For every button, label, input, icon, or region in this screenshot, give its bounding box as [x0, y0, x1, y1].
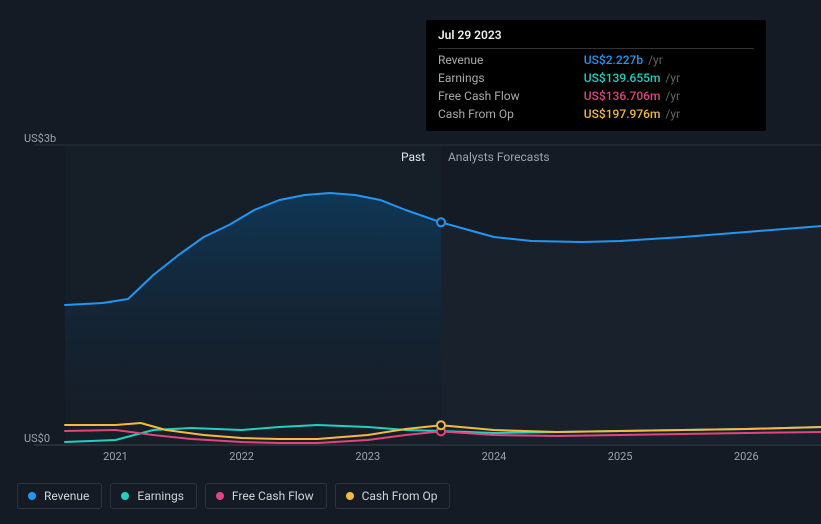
past-section-label: Past [401, 150, 425, 164]
tooltip-row-value: US$197.976m /yr [584, 105, 754, 123]
x-axis-label: 2023 [355, 450, 380, 463]
tooltip-row-label: Earnings [438, 69, 584, 87]
x-axis-label: 2024 [482, 450, 507, 463]
tooltip-row-value: US$136.706m /yr [584, 87, 754, 105]
tooltip-row: RevenueUS$2.227b /yr [438, 51, 754, 69]
legend-dot-icon [346, 492, 354, 500]
tooltip-row-label: Free Cash Flow [438, 87, 584, 105]
tooltip-row-label: Cash From Op [438, 105, 584, 123]
legend-item-fcf[interactable]: Free Cash Flow [205, 483, 327, 509]
chart-tooltip: Jul 29 2023 RevenueUS$2.227b /yrEarnings… [426, 20, 766, 131]
legend-item-earnings[interactable]: Earnings [110, 483, 197, 509]
legend-label: Free Cash Flow [232, 489, 314, 503]
x-axis: 2021 2022 2023 2024 2025 2026 [17, 450, 805, 470]
legend-label: Earnings [137, 489, 184, 503]
legend-dot-icon [28, 492, 36, 500]
legend-dot-icon [121, 492, 129, 500]
y-axis-label: US$0 [24, 432, 50, 445]
tooltip-row: EarningsUS$139.655m /yr [438, 69, 754, 87]
forecast-section-label: Analysts Forecasts [448, 150, 550, 164]
x-axis-label: 2022 [229, 450, 254, 463]
legend-label: Revenue [44, 489, 89, 503]
tooltip-row-value: US$2.227b /yr [584, 51, 754, 69]
tooltip-row: Cash From OpUS$197.976m /yr [438, 105, 754, 123]
tooltip-table: RevenueUS$2.227b /yrEarningsUS$139.655m … [438, 51, 754, 123]
legend-dot-icon [216, 492, 224, 500]
legend-item-revenue[interactable]: Revenue [17, 483, 102, 509]
x-axis-label: 2021 [103, 450, 128, 463]
tooltip-row: Free Cash FlowUS$136.706m /yr [438, 87, 754, 105]
legend-item-cfo[interactable]: Cash From Op [335, 483, 451, 509]
x-axis-label: 2025 [608, 450, 633, 463]
legend: Revenue Earnings Free Cash Flow Cash From O… [17, 483, 450, 509]
y-axis-label: US$3b [24, 132, 56, 145]
tooltip-row-value: US$139.655m /yr [584, 69, 754, 87]
legend-label: Cash From Op [362, 489, 438, 503]
tooltip-body: RevenueUS$2.227b /yrEarningsUS$139.655m … [438, 51, 754, 123]
tooltip-row-label: Revenue [438, 51, 584, 69]
tooltip-date: Jul 29 2023 [438, 28, 754, 49]
x-axis-label: 2026 [734, 450, 759, 463]
